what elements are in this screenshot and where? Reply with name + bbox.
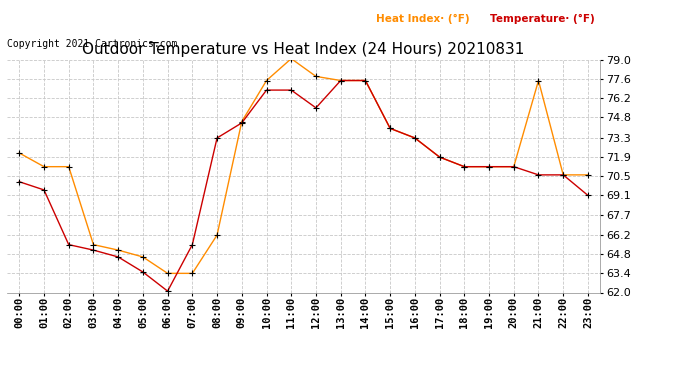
Temperature· (°F) [213, 136, 221, 140]
Temperature· (°F) [262, 88, 270, 92]
Temperature· (°F) [65, 242, 73, 247]
Heat Index· (°F) [411, 136, 419, 140]
Heat Index· (°F) [362, 78, 370, 83]
Line: Heat Index· (°F): Heat Index· (°F) [17, 56, 591, 276]
Heat Index· (°F) [40, 164, 48, 169]
Heat Index· (°F) [485, 164, 493, 169]
Line: Temperature· (°F): Temperature· (°F) [17, 78, 591, 294]
Temperature· (°F) [15, 180, 23, 184]
Heat Index· (°F) [262, 78, 270, 83]
Heat Index· (°F) [188, 271, 197, 276]
Heat Index· (°F) [510, 164, 518, 169]
Heat Index· (°F) [337, 78, 345, 83]
Heat Index· (°F) [89, 242, 97, 247]
Heat Index· (°F) [460, 164, 469, 169]
Heat Index· (°F) [237, 119, 246, 124]
Heat Index· (°F) [287, 56, 295, 61]
Heat Index· (°F) [534, 78, 542, 83]
Temperature· (°F) [386, 126, 394, 130]
Temperature· (°F) [89, 248, 97, 252]
Title: Outdoor Temperature vs Heat Index (24 Hours) 20210831: Outdoor Temperature vs Heat Index (24 Ho… [82, 42, 525, 57]
Temperature· (°F) [534, 172, 542, 177]
Text: Copyright 2021 Cartronics.com: Copyright 2021 Cartronics.com [7, 39, 177, 50]
Heat Index· (°F) [435, 155, 444, 159]
Heat Index· (°F) [139, 255, 147, 259]
Temperature· (°F) [584, 193, 592, 198]
Temperature· (°F) [435, 155, 444, 159]
Heat Index· (°F) [312, 74, 320, 79]
Heat Index· (°F) [15, 151, 23, 155]
Heat Index· (°F) [584, 172, 592, 177]
Temperature· (°F) [114, 255, 122, 259]
Temperature· (°F) [485, 164, 493, 169]
Heat Index· (°F) [559, 172, 567, 177]
Temperature· (°F) [559, 172, 567, 177]
Heat Index· (°F) [164, 271, 172, 276]
Heat Index· (°F) [114, 248, 122, 252]
Temperature· (°F) [460, 164, 469, 169]
Temperature· (°F) [287, 88, 295, 92]
Temperature· (°F) [337, 78, 345, 83]
Temperature· (°F) [164, 289, 172, 293]
Heat Index· (°F) [386, 126, 394, 130]
Temperature· (°F) [362, 78, 370, 83]
Temperature· (°F) [510, 164, 518, 169]
Temperature· (°F) [237, 121, 246, 125]
Heat Index· (°F) [213, 233, 221, 237]
Temperature· (°F) [312, 106, 320, 110]
Legend: Heat Index· (°F), Temperature· (°F): Heat Index· (°F), Temperature· (°F) [360, 14, 595, 24]
Temperature· (°F) [139, 270, 147, 274]
Heat Index· (°F) [65, 164, 73, 169]
Temperature· (°F) [411, 136, 419, 140]
Temperature· (°F) [40, 188, 48, 192]
Temperature· (°F) [188, 242, 197, 247]
